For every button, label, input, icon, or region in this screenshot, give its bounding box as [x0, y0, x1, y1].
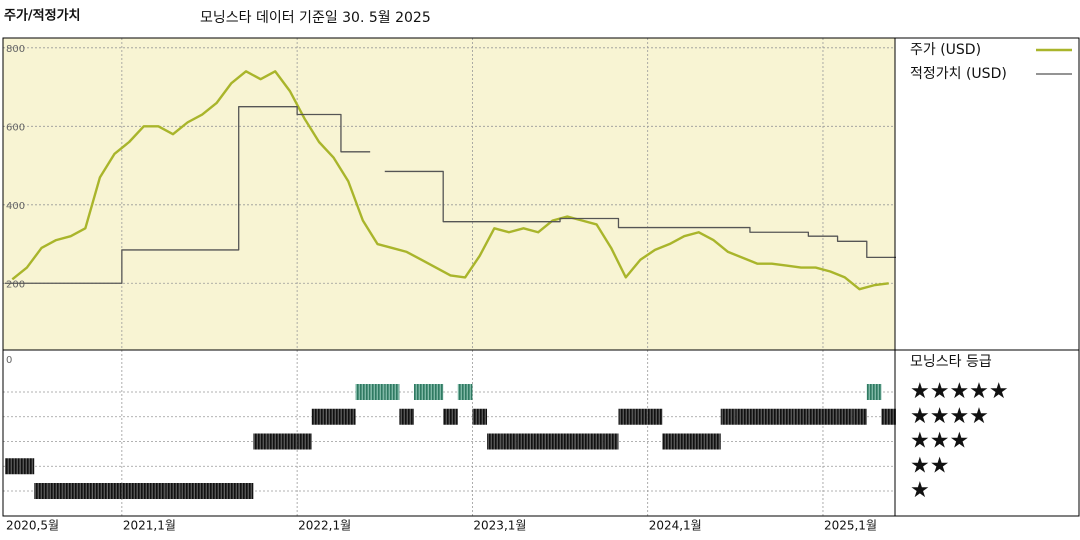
rating-bar	[282, 433, 298, 450]
rating-bar	[603, 433, 619, 450]
rating-bar	[136, 483, 152, 499]
rating-legend-title: 모닝스타 등급	[910, 354, 992, 370]
rating-legend-stars: ★★★★	[910, 404, 989, 429]
rating-bar	[866, 384, 882, 400]
rating-bar	[355, 384, 371, 400]
rating-bar	[676, 433, 692, 450]
rating-bar	[501, 433, 517, 450]
rating-bar	[633, 408, 648, 425]
rating-zero-label: 0	[6, 355, 12, 366]
rating-legend-stars: ★★★★★	[910, 379, 1009, 404]
x-tick-label: 2024,1월	[649, 519, 702, 533]
rating-bar	[720, 408, 736, 425]
rating-bar	[384, 384, 400, 400]
rating-bar	[34, 483, 49, 499]
price-line	[11, 70, 889, 291]
rating-bar	[852, 408, 867, 425]
rating-bar	[545, 433, 561, 450]
rating-bar	[837, 408, 853, 425]
rating-bar	[5, 458, 20, 475]
y-tick-label: 400	[6, 201, 25, 212]
y-tick-label: 800	[6, 44, 25, 55]
rating-bar	[238, 483, 254, 499]
rating-bar	[793, 408, 809, 425]
rating-bar	[487, 433, 502, 450]
rating-legend-stars: ★★	[910, 453, 949, 478]
rating-bar	[428, 384, 444, 400]
rating-bar	[399, 408, 414, 425]
legend-label: 주가 (USD)	[910, 42, 981, 58]
rating-bar	[779, 408, 794, 425]
y-tick-label: 200	[6, 279, 25, 290]
rating-bar	[691, 433, 707, 450]
rating-bar	[165, 483, 181, 499]
rating-bar	[589, 433, 604, 450]
rating-bar	[107, 483, 122, 499]
rating-bar	[63, 483, 79, 499]
chart-subtitle: 모닝스타 데이터 기준일 30. 5월 2025	[200, 10, 431, 26]
fair-value-line	[384, 170, 896, 259]
rating-bar	[224, 483, 239, 499]
rating-bar	[297, 433, 312, 450]
x-tick-label: 2020,5월	[6, 519, 59, 533]
x-tick-label: 2021,1월	[123, 519, 176, 533]
rating-bar	[808, 408, 823, 425]
rating-bar	[340, 408, 356, 425]
rating-bar	[413, 384, 429, 400]
x-tick-label: 2023,1월	[473, 519, 526, 533]
plot-background	[3, 38, 895, 350]
rating-bar	[706, 433, 721, 450]
rating-bar	[48, 483, 64, 499]
rating-bar	[662, 433, 677, 450]
fair-value-line	[5, 106, 371, 284]
rating-bar	[253, 433, 268, 450]
chart-title: 주가/적정가치	[4, 8, 81, 24]
rating-bar	[618, 408, 634, 425]
rating-bar	[516, 433, 531, 450]
rating-bar	[560, 433, 575, 450]
rating-bar	[749, 408, 765, 425]
rating-bar	[735, 408, 750, 425]
frame	[2, 37, 1080, 517]
rating-bar	[267, 433, 283, 450]
rating-legend-stars: ★★★	[910, 429, 969, 454]
rating-bar	[19, 458, 35, 475]
x-tick-label: 2025,1월	[824, 519, 877, 533]
y-tick-label: 600	[6, 122, 25, 133]
rating-bar	[370, 384, 385, 400]
legend-label: 적정가치 (USD)	[910, 66, 1007, 82]
rating-bar	[311, 408, 327, 425]
rating-bar	[326, 408, 341, 425]
rating-bar	[180, 483, 195, 499]
rating-bar	[647, 408, 663, 425]
rating-bar	[443, 408, 458, 425]
rating-bar	[574, 433, 590, 450]
rating-bar	[822, 408, 838, 425]
rating-legend-stars: ★	[910, 478, 930, 503]
rating-bar	[472, 408, 488, 425]
rating-bar	[92, 483, 108, 499]
rating-bar	[151, 483, 166, 499]
rating-bar	[530, 433, 546, 450]
rating-bar	[194, 483, 210, 499]
rating-bar	[881, 408, 896, 425]
rating-bar	[457, 384, 473, 400]
rating-bar	[78, 483, 93, 499]
rating-bar	[121, 483, 137, 499]
x-tick-label: 2022,1월	[298, 519, 351, 533]
rating-bar	[209, 483, 225, 499]
rating-bar	[764, 408, 780, 425]
